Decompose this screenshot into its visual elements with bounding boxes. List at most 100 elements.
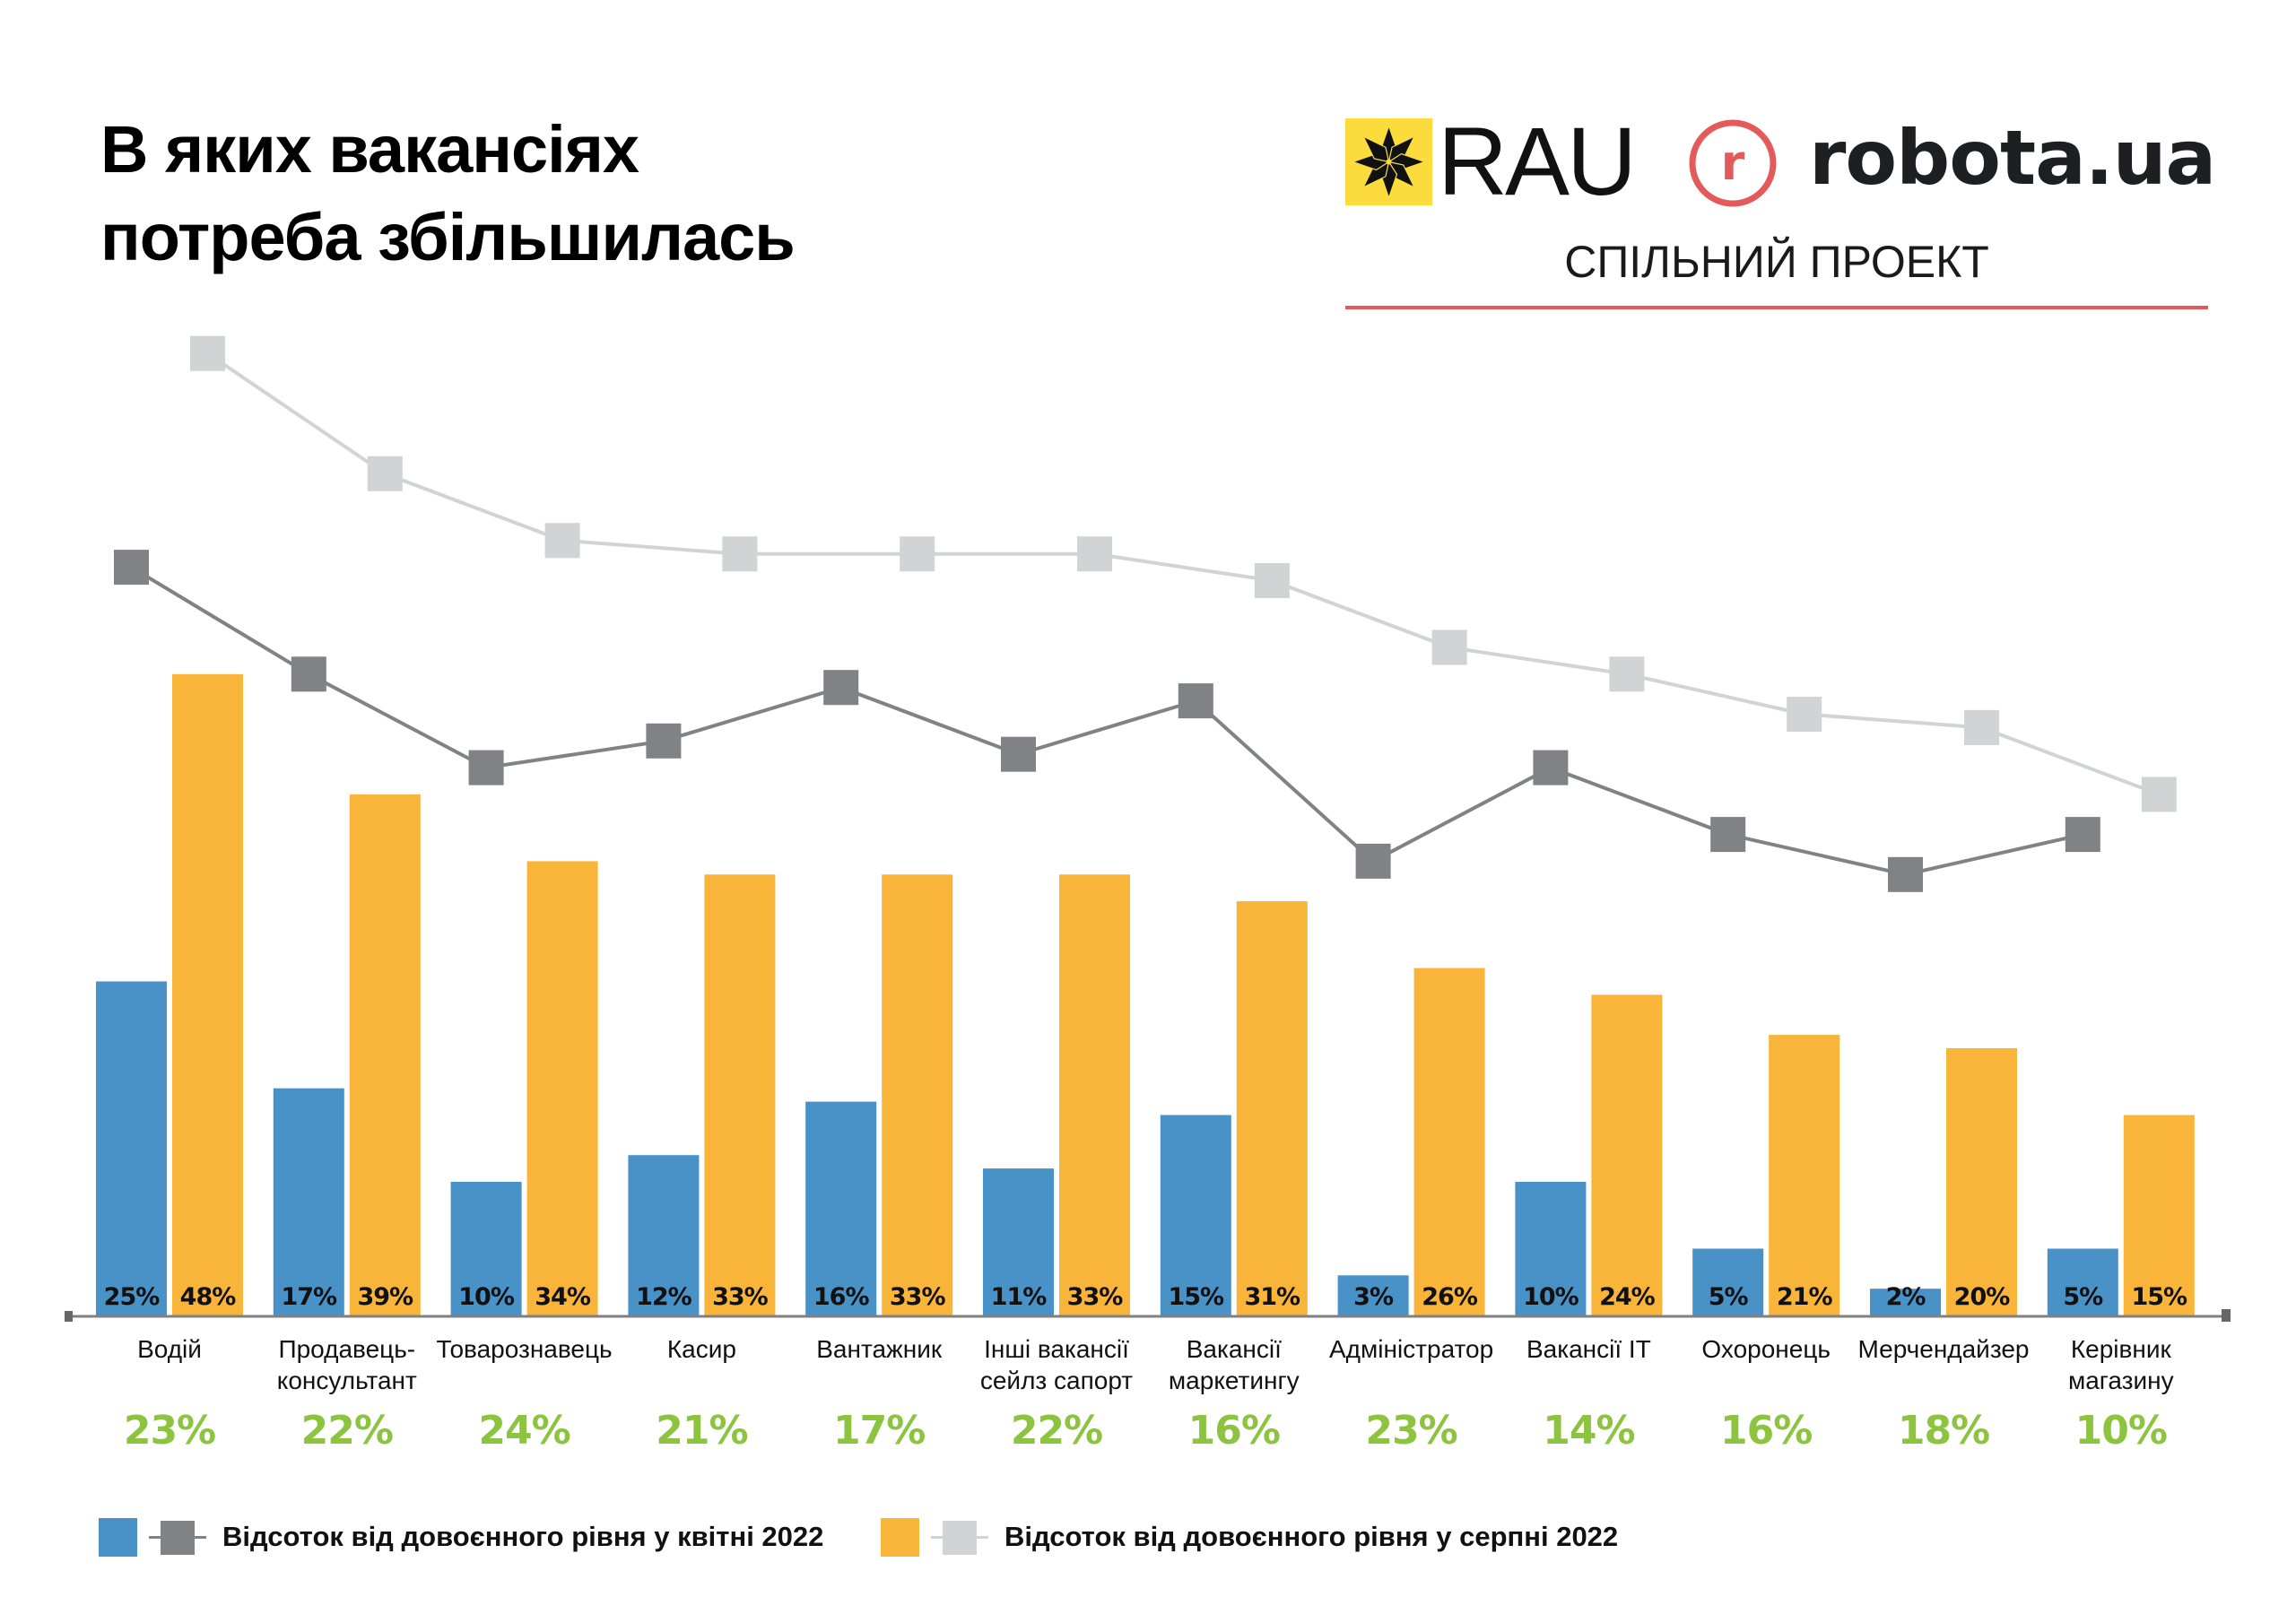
rau-logo: RAU — [1345, 111, 1641, 212]
category-label: Охоронець — [1701, 1335, 1831, 1363]
august-trend-marker — [1787, 697, 1822, 732]
bar-august — [1059, 874, 1130, 1315]
august-trend-marker — [900, 536, 935, 572]
april-trend-marker — [823, 670, 859, 706]
bar-label-april: 11% — [991, 1283, 1048, 1311]
change-percent: 18% — [1898, 1408, 1989, 1454]
april-trend-marker — [114, 550, 149, 586]
bar-april — [1337, 1275, 1409, 1315]
bar-label-august: 34% — [535, 1283, 591, 1311]
august-trend-marker — [1964, 709, 1999, 745]
category-label: консультант — [277, 1367, 417, 1394]
bar-april — [96, 981, 167, 1315]
bar-label-april: 12% — [636, 1283, 692, 1311]
category-label: Інші вакансії — [984, 1335, 1129, 1363]
robota-badge-letter: r — [1721, 135, 1745, 191]
bar-label-august: 31% — [1244, 1283, 1300, 1311]
bar-label-august: 33% — [712, 1283, 769, 1311]
bar-april — [1160, 1115, 1231, 1315]
april-trend-marker — [291, 656, 326, 692]
bar-label-august: 15% — [2131, 1283, 2187, 1311]
bar-april — [1692, 1248, 1764, 1315]
april-trend-marker — [468, 750, 504, 785]
bar-label-april: 5% — [1709, 1283, 1749, 1311]
bar-august — [1591, 994, 1663, 1315]
change-percent: 10% — [2075, 1408, 2167, 1454]
rau-logo-text: RAU — [1438, 107, 1637, 215]
april-trend-marker — [1888, 856, 1923, 892]
legend-april-label: Відсоток від довоєнного рівня у квітні 2… — [222, 1521, 824, 1552]
bar-label-august: 33% — [1067, 1283, 1124, 1311]
bar-august — [526, 861, 598, 1315]
robota-badge-icon: r — [1689, 119, 1777, 207]
category-label: магазину — [2068, 1367, 2174, 1394]
bar-april — [628, 1155, 700, 1315]
bar-label-april: 17% — [281, 1283, 337, 1311]
category-label: Товарознавець — [437, 1335, 613, 1363]
change-percent: 16% — [1188, 1408, 1280, 1454]
april-trend-marker — [646, 723, 682, 759]
april-trend-marker — [1533, 750, 1569, 785]
bar-august — [172, 673, 243, 1315]
august-trend-marker — [2141, 777, 2177, 812]
bar-label-august: 21% — [1777, 1283, 1833, 1311]
bar-label-august: 48% — [180, 1283, 237, 1311]
change-percent: 22% — [301, 1408, 393, 1454]
bar-label-april: 10% — [458, 1283, 515, 1311]
bar-august — [1413, 968, 1485, 1315]
bar-label-april: 10% — [1523, 1283, 1579, 1311]
bar-august — [882, 874, 953, 1315]
august-trend-marker — [722, 536, 758, 572]
bar-august — [704, 874, 776, 1315]
robota-logo-text: robota.ua — [1809, 114, 2216, 202]
august-trend-marker — [1254, 563, 1290, 598]
august-trend-marker — [1609, 656, 1645, 692]
category-label: Адміністратор — [1329, 1335, 1493, 1363]
bar-label-august: 33% — [890, 1283, 946, 1311]
bar-label-april: 3% — [1353, 1283, 1394, 1311]
category-label: Продавець- — [278, 1335, 415, 1363]
bar-label-august: 20% — [1954, 1283, 2011, 1311]
bar-label-april: 5% — [2063, 1283, 2103, 1311]
robota-logo: r robota.ua — [1686, 114, 2224, 208]
legend-april-marker-swatch — [161, 1521, 195, 1555]
april-trend-marker — [1178, 683, 1213, 719]
bar-april — [2047, 1248, 2118, 1315]
page-title: В яких вакансіях потреба збільшилась — [100, 106, 796, 282]
title-line-1: В яких вакансіях — [100, 112, 639, 187]
change-percent: 21% — [656, 1408, 747, 1454]
change-percent: 17% — [833, 1408, 925, 1454]
legend-april-bar-swatch — [99, 1518, 137, 1557]
star-ornament-icon — [1345, 118, 1432, 205]
bar-april — [1515, 1182, 1587, 1315]
labels-layer: 25% 48% Водій 23% 17% 39% Продавець-консультан… — [104, 1283, 2188, 1454]
bar-label-april: 16% — [813, 1283, 870, 1311]
april-trend-marker — [2065, 817, 2100, 853]
category-label: Керівник — [2071, 1335, 2172, 1363]
legend-august-bar-swatch — [881, 1518, 919, 1557]
august-trend-line — [206, 352, 2161, 796]
april-trend-marker — [1710, 817, 1746, 853]
bar-label-august: 24% — [1599, 1283, 1656, 1311]
august-trend-marker — [544, 523, 580, 559]
category-label: Водій — [137, 1335, 202, 1363]
change-percent: 23% — [1365, 1408, 1457, 1454]
bars-layer — [96, 673, 2195, 1315]
bar-april — [983, 1168, 1054, 1315]
title-line-2: потреба збільшилась — [100, 200, 796, 274]
april-trend-marker — [1001, 736, 1036, 772]
legend-august-marker-swatch — [943, 1521, 977, 1555]
change-percent: 24% — [478, 1408, 570, 1454]
bar-april — [450, 1182, 522, 1315]
axis-end-cap-left — [65, 1311, 73, 1322]
lines-layer — [114, 335, 2177, 892]
bar-label-august: 26% — [1422, 1283, 1478, 1311]
category-label: Касир — [667, 1335, 736, 1363]
axis-layer — [65, 1309, 2231, 1322]
change-percent: 23% — [124, 1408, 215, 1454]
bar-august — [349, 794, 421, 1315]
change-percent: 14% — [1543, 1408, 1634, 1454]
joint-project-subtitle: СПІЛЬНИЙ ПРОЕКТ — [1564, 237, 1989, 287]
august-trend-marker — [190, 335, 225, 371]
bar-august — [1236, 901, 1308, 1315]
